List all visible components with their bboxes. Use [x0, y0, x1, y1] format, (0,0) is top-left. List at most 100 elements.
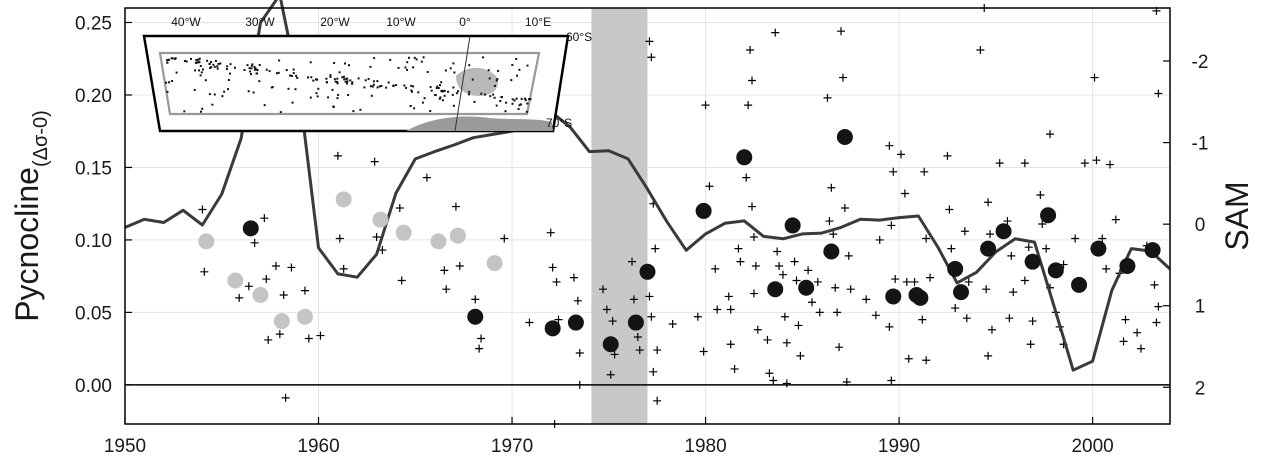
inset-dot-84 [488, 77, 491, 80]
plus-marker-0 [198, 205, 207, 214]
inset-dot-136 [429, 86, 432, 89]
inset-dot-237 [170, 57, 173, 60]
inset-dot-12 [364, 79, 367, 82]
plus-marker-176 [1119, 337, 1128, 346]
plus-marker-184 [1152, 318, 1161, 327]
plus-marker-21 [378, 246, 387, 255]
inset-dot-115 [278, 59, 281, 62]
plus-marker-27 [451, 202, 460, 211]
inset-dot-60 [325, 81, 328, 84]
plus-marker-15 [316, 331, 325, 340]
plus-marker-147 [984, 351, 993, 360]
plus-marker-53 [645, 37, 654, 46]
plus-marker-65 [701, 101, 710, 110]
plot-frame [124, 7, 1171, 425]
gray-circle-4 [296, 308, 313, 325]
inset-lon-label-30w: 30°W [245, 15, 275, 29]
inset-dot-77 [435, 87, 438, 89]
plus-marker-172 [1102, 264, 1111, 273]
plus-marker-73 [734, 244, 743, 253]
x-axis-ticks: 1950 1960 1970 1980 1990 2000 [104, 417, 1114, 457]
plus-marker-96 [794, 321, 803, 330]
plus-marker-183 [1150, 280, 1159, 289]
black-circle-9 [767, 281, 784, 298]
inset-dot-150 [252, 91, 255, 94]
plus-marker-26 [442, 285, 451, 294]
inset-dot-18 [329, 74, 332, 77]
plus-marker-100 [813, 277, 822, 286]
plus-marker-90 [778, 270, 787, 279]
plus-marker-91 [780, 312, 789, 321]
inset-lat-label-60s: 60°S [566, 30, 592, 44]
plus-marker-42 [575, 348, 584, 357]
plus-marker-103 [827, 183, 836, 192]
inset-dot-96 [387, 81, 390, 84]
y-tick-label-5: 0.25 [75, 13, 112, 34]
plus-marker-114 [842, 377, 851, 386]
black-circle-19 [980, 240, 997, 257]
plus-marker-160 [1046, 130, 1055, 139]
inset-dot-159 [370, 94, 373, 97]
plus-marker-131 [926, 273, 935, 282]
inset-dot-167 [256, 72, 259, 75]
plus-marker-59 [653, 346, 662, 355]
plus-marker-43 [575, 380, 584, 389]
inset-dot-108 [165, 81, 168, 84]
plus-marker-152 [1005, 314, 1014, 323]
plus-marker-20 [372, 233, 381, 242]
inset-dot-91 [378, 85, 381, 88]
inset-dot-210 [295, 74, 298, 77]
plus-marker-106 [831, 283, 840, 292]
gray-circle-10 [486, 255, 503, 272]
inset-dot-71 [496, 78, 499, 81]
black-circle-26 [1119, 258, 1136, 275]
inset-dot-61 [367, 77, 370, 80]
inset-dot-14 [194, 69, 197, 72]
inset-dot-113 [528, 98, 531, 101]
plus-marker-85 [765, 369, 774, 378]
inset-dot-175 [452, 62, 455, 65]
inset-dot-81 [175, 71, 178, 74]
inset-dot-233 [227, 79, 230, 81]
inset-dot-131 [346, 77, 349, 80]
inset-dot-41 [343, 78, 346, 81]
inset-dot-133 [430, 89, 433, 92]
inset-dot-138 [171, 80, 174, 82]
inset-dot-232 [392, 84, 395, 87]
inset-dot-116 [395, 84, 398, 87]
inset-dot-241 [343, 75, 345, 78]
plus-marker-1 [200, 267, 209, 276]
inset-dot-65 [526, 64, 529, 67]
inset-dot-256 [352, 110, 355, 113]
inset-dot-206 [443, 89, 446, 92]
gray-circle-8 [430, 233, 447, 250]
plus-marker-108 [835, 343, 844, 352]
inset-dot-193 [422, 56, 425, 59]
inset-dot-112 [226, 68, 228, 71]
inset-dot-252 [413, 107, 416, 110]
inset-dot-250 [499, 100, 502, 102]
plus-marker-79 [748, 202, 756, 211]
inset-lon-label-40w: 40°W [171, 15, 201, 29]
plus-marker-89 [775, 262, 784, 271]
inset-dot-179 [226, 65, 229, 68]
inset-dot-66 [412, 85, 415, 88]
inset-dot-21 [346, 82, 348, 85]
inset-dot-11 [524, 99, 527, 102]
inset-dot-23 [251, 63, 254, 66]
plus-marker-151 [1009, 288, 1018, 297]
inset-dot-118 [413, 56, 416, 59]
black-circle-2 [544, 320, 561, 337]
plus-marker-3 [244, 282, 253, 291]
inset-dot-46 [168, 81, 171, 84]
inset-dot-15 [487, 69, 490, 72]
inset-dot-132 [449, 67, 452, 70]
plus-marker-182 [1154, 89, 1163, 98]
inset-dot-231 [312, 79, 315, 82]
inset-dot-186 [497, 69, 500, 72]
plus-marker-62 [668, 319, 677, 328]
plus-marker-71 [726, 340, 735, 349]
inset-dot-164 [518, 68, 521, 71]
plus-marker-60 [649, 367, 658, 376]
plus-marker-12 [287, 263, 296, 272]
